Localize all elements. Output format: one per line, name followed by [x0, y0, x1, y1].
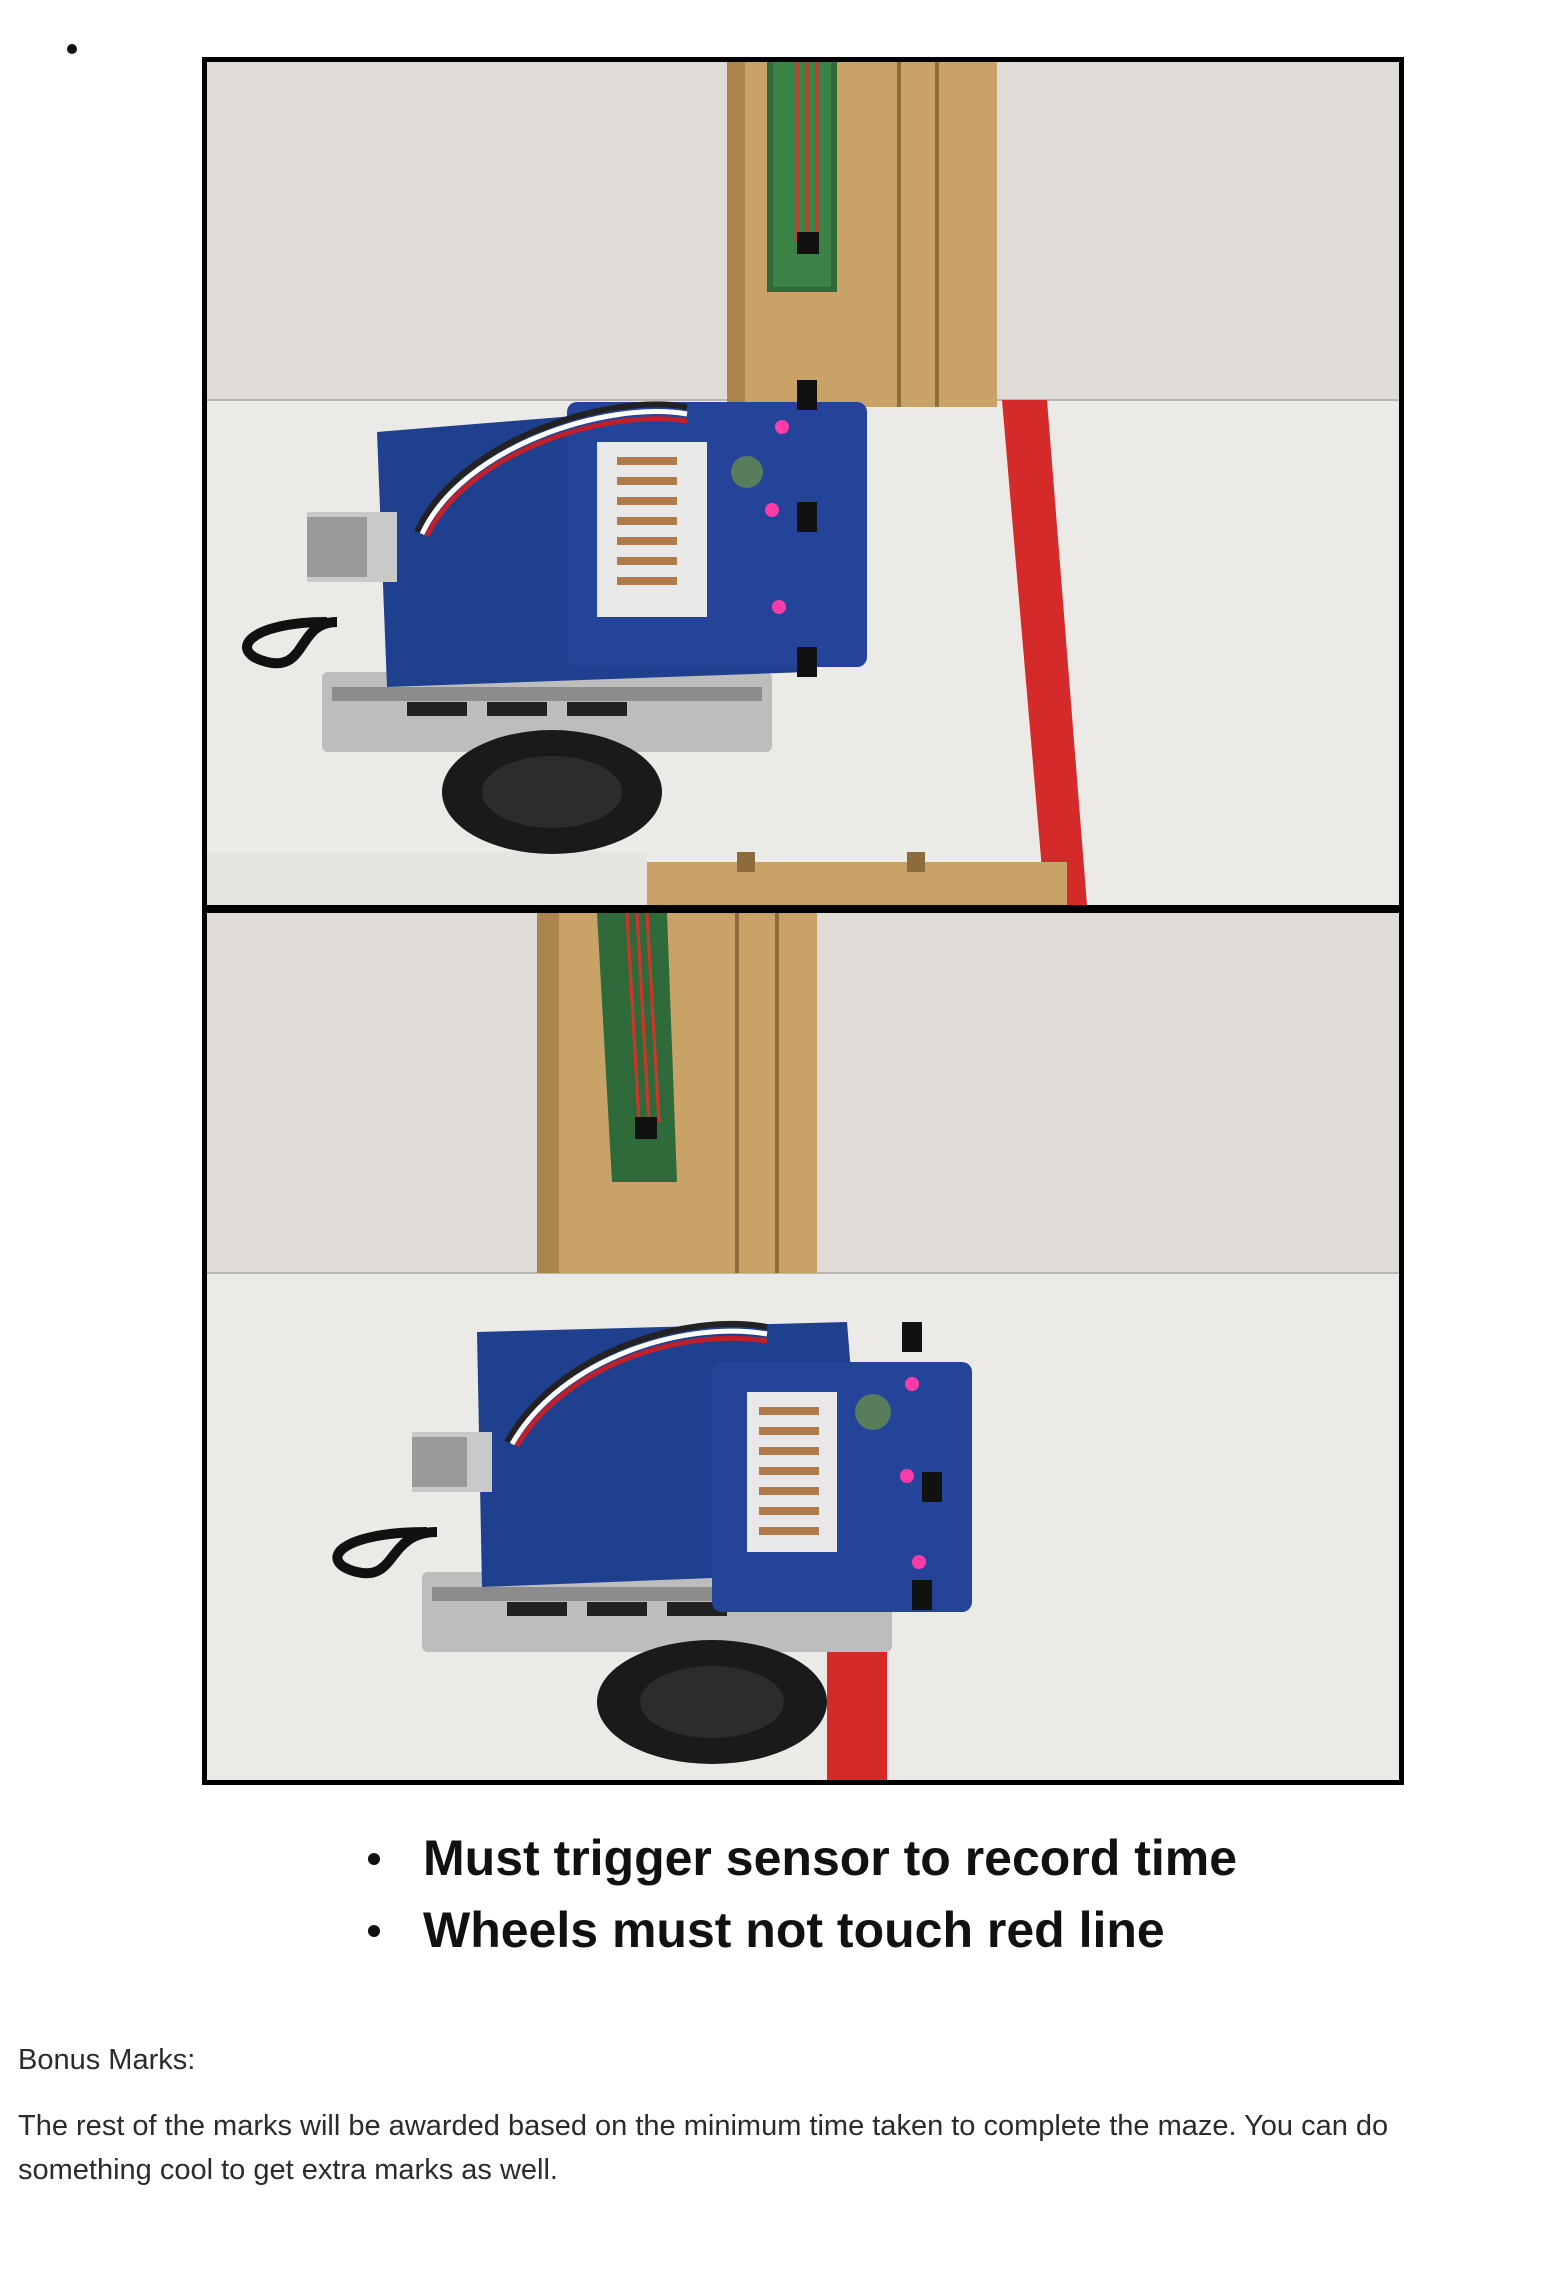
rule-text: Must trigger sensor to record time — [423, 1830, 1238, 1886]
photo-bottom — [207, 912, 1399, 1780]
photo-top — [207, 62, 1399, 905]
list-bullet — [67, 44, 77, 54]
bullet-icon — [368, 1925, 380, 1937]
robot-photos-figure — [202, 57, 1404, 1785]
bonus-marks-label: Bonus Marks: — [18, 2044, 196, 2076]
bonus-marks-paragraph: The rest of the marks will be awarded ba… — [18, 2110, 1389, 2186]
rule-item: Must trigger sensor to record time — [362, 1822, 1362, 1894]
rules-list: Must trigger sensor to record time Wheel… — [362, 1822, 1362, 1966]
rule-item: Wheels must not touch red line — [362, 1894, 1362, 1966]
rule-text: Wheels must not touch red line — [423, 1902, 1165, 1958]
bullet-icon — [368, 1853, 380, 1865]
